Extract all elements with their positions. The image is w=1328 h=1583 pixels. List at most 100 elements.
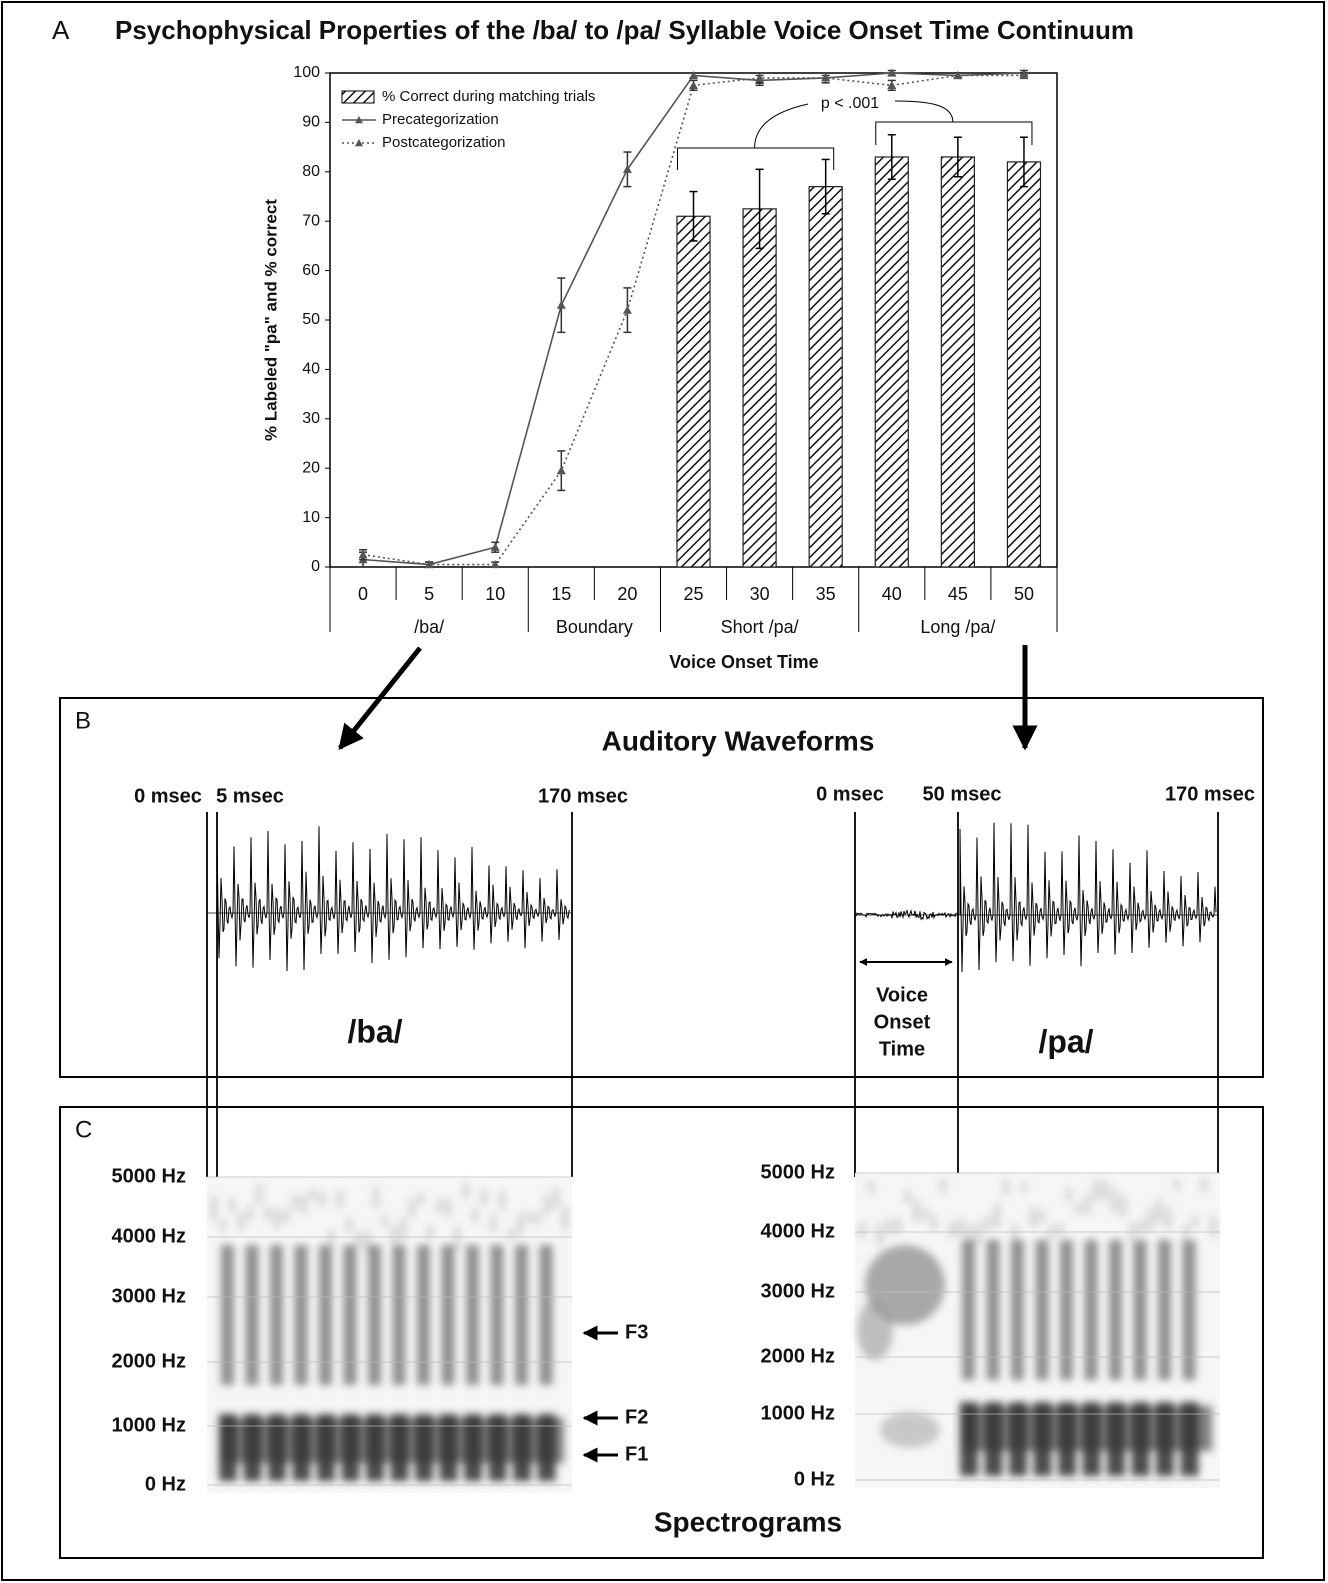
- legend-label: Precategorization: [382, 111, 499, 128]
- freq-label: 1000 Hz: [761, 1402, 836, 1424]
- noise-blob: [292, 1194, 298, 1210]
- freq-label: 5000 Hz: [761, 1161, 836, 1183]
- bracket: [677, 147, 835, 170]
- striation: [245, 1245, 259, 1385]
- bar: [940, 156, 975, 568]
- noise-blob: [391, 1226, 397, 1246]
- noise-blob: [544, 1194, 550, 1215]
- noise-blob: [931, 1215, 937, 1231]
- marker: [424, 560, 434, 569]
- bracket: [894, 100, 954, 123]
- striation: [1158, 1240, 1171, 1380]
- noise-blob: [481, 1189, 487, 1207]
- y-tick-label: 60: [302, 262, 320, 279]
- noise-blob: [868, 1181, 874, 1193]
- marker: [755, 73, 765, 82]
- time-label: 5 msec: [216, 785, 284, 807]
- marker: [358, 550, 368, 559]
- noise-blob: [409, 1199, 415, 1217]
- y-tick-label: 30: [302, 410, 320, 427]
- noise-blob: [1048, 1226, 1054, 1240]
- noise-blob: [1183, 1224, 1189, 1239]
- noise-blob: [1201, 1178, 1207, 1192]
- noise-blob: [463, 1182, 469, 1199]
- panel-title: Auditory Waveforms: [602, 725, 875, 756]
- panel-c-frame: [59, 1106, 1264, 1559]
- legend-label: % Correct during matching trials: [382, 88, 595, 105]
- noise-blob: [490, 1214, 496, 1233]
- formant-label: F3: [625, 1321, 648, 1343]
- noise-blob: [220, 1219, 226, 1232]
- noise-blob: [1021, 1181, 1027, 1192]
- group-label: /ba/: [414, 617, 444, 637]
- marker: [490, 542, 500, 551]
- noise-blob: [976, 1222, 982, 1244]
- noise-blob: [922, 1208, 928, 1221]
- noise-blob: [301, 1194, 307, 1214]
- waveform: [216, 826, 571, 972]
- noise-blob: [1111, 1188, 1117, 1213]
- striation: [1084, 1240, 1098, 1380]
- interval-label: Time: [879, 1038, 925, 1060]
- noise-blob: [319, 1192, 325, 1207]
- striation: [1182, 1240, 1196, 1380]
- noise-blob: [1075, 1203, 1081, 1214]
- spectrogram-energy: [211, 1182, 568, 1481]
- noise-blob: [418, 1193, 424, 1205]
- noise-blob: [967, 1224, 973, 1247]
- noise-blob: [211, 1196, 217, 1220]
- panel-title: Spectrograms: [654, 1506, 842, 1537]
- arrow: [338, 646, 422, 750]
- noise-blob: [940, 1178, 946, 1193]
- freq-label: 1000 Hz: [112, 1414, 187, 1436]
- x-axis-label: Voice Onset Time: [669, 652, 818, 672]
- noise-blob: [1210, 1216, 1216, 1238]
- interval-label: Voice: [876, 984, 928, 1006]
- striation: [539, 1245, 553, 1385]
- time-label: 170 msec: [538, 785, 628, 807]
- striation: [962, 1240, 975, 1380]
- noise-blob: [499, 1191, 505, 1211]
- noise-blob: [373, 1187, 379, 1208]
- noise-blob: [247, 1206, 253, 1221]
- noise-blob: [454, 1227, 460, 1251]
- striation: [221, 1245, 234, 1385]
- striation: [1035, 1240, 1049, 1380]
- noise-blob: [913, 1199, 919, 1222]
- aspiration: [857, 1300, 893, 1360]
- freq-label: 4000 Hz: [112, 1225, 187, 1247]
- noise-blob: [526, 1212, 532, 1223]
- panel-label: A: [52, 15, 70, 45]
- spectrogram: [207, 1176, 572, 1493]
- legend-marker: [355, 139, 363, 147]
- striation: [319, 1245, 332, 1385]
- x-tick-label: 15: [551, 584, 571, 604]
- x-tick-label: 25: [683, 584, 703, 604]
- freq-label: 5000 Hz: [112, 1165, 187, 1187]
- aspiration: [880, 1412, 940, 1448]
- x-tick-label: 40: [882, 584, 902, 604]
- bar: [1006, 161, 1042, 568]
- noise-blob: [427, 1225, 433, 1239]
- marker: [887, 80, 897, 89]
- noise-blob: [256, 1184, 262, 1206]
- noise-blob: [1156, 1199, 1162, 1223]
- freq-label: 0 Hz: [145, 1473, 186, 1495]
- bar: [874, 156, 909, 568]
- noise-blob: [1039, 1209, 1045, 1223]
- noise-blob: [1030, 1206, 1036, 1228]
- panel-label: C: [75, 1116, 92, 1143]
- spectrogram-energy: [857, 1178, 1216, 1476]
- noise-blob: [355, 1231, 361, 1249]
- noise-blob: [1165, 1207, 1171, 1229]
- marker: [1019, 70, 1029, 80]
- x-tick-label: 0: [358, 584, 368, 604]
- noise-blob: [958, 1218, 964, 1238]
- noise-blob: [382, 1215, 388, 1227]
- noise-blob: [1057, 1223, 1063, 1235]
- noise-blob: [877, 1224, 883, 1247]
- legend-label: Postcategorization: [382, 134, 505, 151]
- y-tick-label: 80: [302, 163, 320, 180]
- noise-blob: [949, 1221, 955, 1238]
- low-band: [960, 1406, 1212, 1451]
